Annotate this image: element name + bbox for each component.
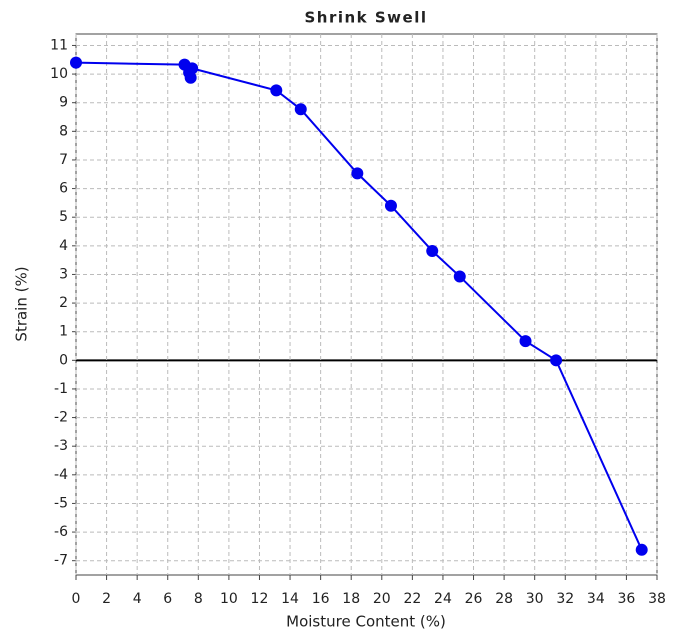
x-tick-label: 22 bbox=[403, 591, 421, 607]
x-tick-label: 8 bbox=[194, 591, 203, 607]
x-tick-label: 24 bbox=[434, 591, 452, 607]
x-tick-label: 6 bbox=[163, 591, 172, 607]
data-point bbox=[270, 84, 283, 97]
y-tick-label: 7 bbox=[59, 152, 68, 168]
chart-title: Shrink Swell bbox=[304, 9, 427, 27]
x-tick-label: 4 bbox=[133, 591, 142, 607]
data-point bbox=[184, 71, 197, 84]
y-tick-label: 10 bbox=[50, 66, 68, 82]
data-point bbox=[519, 335, 532, 348]
x-tick-label: 36 bbox=[618, 591, 636, 607]
x-tick-label: 14 bbox=[281, 591, 299, 607]
x-tick-label: 2 bbox=[102, 591, 111, 607]
y-tick-label: 3 bbox=[59, 266, 68, 282]
x-tick-label: 38 bbox=[648, 591, 666, 607]
data-point bbox=[453, 270, 466, 283]
data-point bbox=[70, 56, 82, 69]
data-point bbox=[426, 244, 439, 257]
y-tick-label: 1 bbox=[59, 324, 68, 340]
x-tick-label: 28 bbox=[495, 591, 513, 607]
x-tick-label: 30 bbox=[526, 591, 544, 607]
x-tick-label: 10 bbox=[220, 591, 238, 607]
y-axis-label: Strain (%) bbox=[13, 266, 31, 341]
y-tick-label: -6 bbox=[54, 524, 68, 540]
y-tick-label: -5 bbox=[54, 495, 68, 511]
plot-area bbox=[75, 33, 658, 576]
data-point bbox=[550, 354, 563, 367]
x-tick-label: 20 bbox=[373, 591, 391, 607]
y-tick-label: -2 bbox=[54, 410, 68, 426]
x-tick-label: 26 bbox=[465, 591, 483, 607]
data-point bbox=[635, 543, 648, 556]
y-tick-label: 4 bbox=[59, 238, 68, 254]
y-tick-label: -4 bbox=[54, 467, 68, 483]
data-point bbox=[294, 103, 307, 116]
x-axis-label: Moisture Content (%) bbox=[286, 613, 446, 631]
x-tick-label: 34 bbox=[587, 591, 605, 607]
y-tick-label: 6 bbox=[59, 181, 68, 197]
y-tick-label: -3 bbox=[54, 438, 68, 454]
x-tick-label: 16 bbox=[312, 591, 330, 607]
y-tick-label: 9 bbox=[59, 95, 68, 111]
y-tick-label: 11 bbox=[50, 37, 68, 53]
y-tick-label: 2 bbox=[59, 295, 68, 311]
data-point bbox=[351, 167, 364, 180]
y-tick-label: -1 bbox=[54, 381, 68, 397]
x-tick-label: 18 bbox=[342, 591, 360, 607]
data-point bbox=[384, 199, 397, 212]
x-tick-label: 0 bbox=[72, 591, 81, 607]
data-point bbox=[186, 62, 199, 75]
x-tick-label: 12 bbox=[251, 591, 269, 607]
x-tick-label: 32 bbox=[556, 591, 574, 607]
y-tick-label: 0 bbox=[59, 352, 68, 368]
y-tick-label: -7 bbox=[54, 553, 68, 569]
y-tick-label: 5 bbox=[59, 209, 68, 225]
y-tick-label: 8 bbox=[59, 123, 68, 139]
